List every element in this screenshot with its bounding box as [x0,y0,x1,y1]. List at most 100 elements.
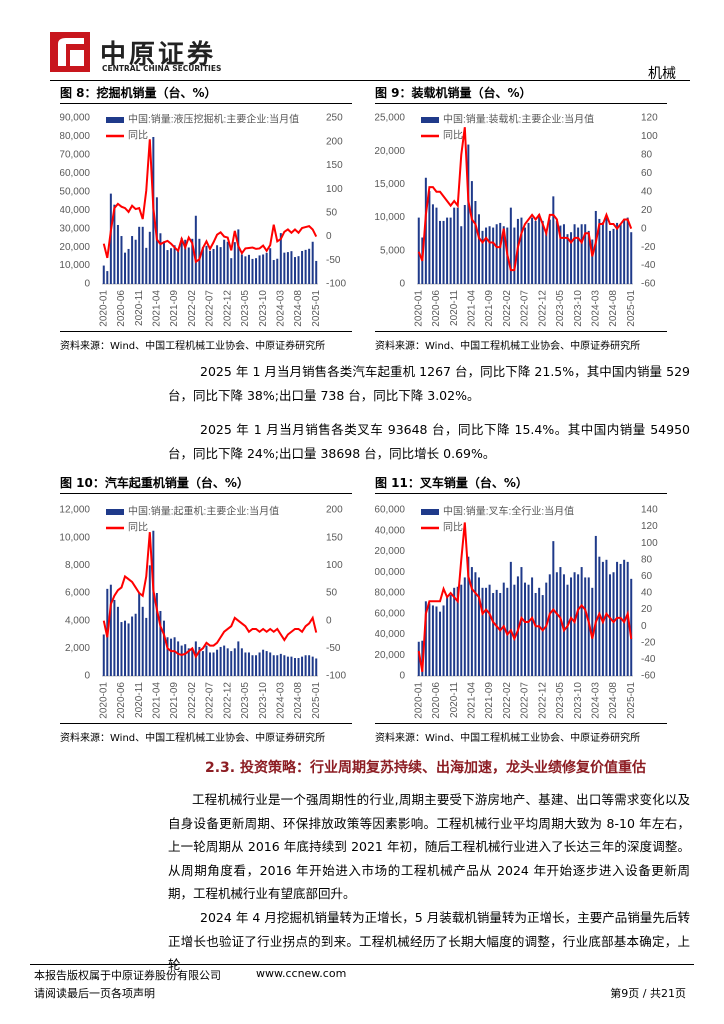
bar [527,222,530,284]
bar [442,605,445,676]
y-tick-label: 5,000 [380,245,405,256]
y2-tick-label: 200 [326,136,343,147]
y2-tick-label: -20 [641,242,656,253]
y-tick-label: 20,000 [375,146,405,157]
bar [601,222,604,284]
x-tick-label: 2022-12 [222,682,233,719]
x-tick-label: 2025-01 [311,290,322,327]
bar [492,593,495,676]
y2-tick-label: -50 [326,255,341,266]
bar [509,207,512,284]
bar [626,217,629,284]
y-tick-label: 80,000 [375,588,405,599]
bar [216,649,219,676]
company-name: 中原证券 [100,40,217,70]
x-tick-label: 2020-06 [431,290,442,327]
x-tick-label: 2023-10 [258,290,269,327]
paragraph: 2025 年 1 月当月销售各类叉车 93648 台，同比下降 15.4%。其中… [168,422,690,461]
y2-tick-label: 150 [326,160,343,171]
website: www.ccnew.com [256,967,347,980]
bar [301,250,304,284]
bar [184,644,187,676]
bar [477,214,480,284]
bar [201,247,204,284]
bar [612,228,615,284]
bar [534,220,537,284]
bar [223,239,226,284]
bar [159,233,162,284]
bar [276,258,279,284]
bar [138,593,141,676]
bar [155,593,158,676]
y2-tick-label: -60 [641,279,656,290]
y2-tick-label: -100 [326,671,346,682]
bar [435,207,438,284]
bar [173,245,176,284]
bar [198,646,201,676]
bar [499,593,502,676]
bar [247,652,250,676]
bar [538,587,541,676]
bar [608,230,611,284]
x-tick-label: 2020-06 [116,290,127,327]
source: 资料来源：Wind、中国工程机械工业协会、中原证券研究所 [60,723,352,744]
y2-tick-label: 120 [641,113,658,124]
bar [226,241,229,284]
y2-tick-label: 60 [641,571,653,582]
bar [456,586,459,676]
bar [198,238,201,284]
bar [527,584,530,676]
bar [584,577,587,676]
x-tick-label: 2021-09 [484,290,495,327]
bar [495,589,498,676]
bar [601,561,604,676]
bar [424,177,427,284]
bar [619,224,622,284]
bar [255,258,258,284]
bar [272,260,275,284]
bar [446,217,449,284]
bar [605,559,608,676]
bar [463,204,466,284]
bar [545,229,548,284]
bar [265,252,268,284]
bar [290,656,293,676]
bar [269,248,272,284]
bar [131,236,134,284]
y2-tick-label: 200 [326,505,343,516]
legend-label: 同比 [128,522,148,534]
x-tick-label: 2020-01 [413,682,424,719]
y2-tick-label: 50 [326,207,338,218]
bar [545,582,548,676]
bar [488,584,491,676]
y-tick-label: 100,000 [375,567,405,578]
paragraph: 2025 年 1 月当月销售各类汽车起重机 1267 台，同比下降 21.5%，… [168,364,690,403]
bar [308,248,311,284]
line [417,127,633,272]
bar [315,260,318,284]
y2-tick-label: 100 [641,538,658,549]
x-tick-label: 2022-12 [537,290,548,327]
bar [449,595,452,676]
y2-tick-label: 140 [641,505,658,516]
line [102,532,318,659]
bar [431,605,434,676]
bar [566,584,569,676]
bar [502,582,505,676]
y-tick-label: 8,000 [65,560,90,571]
bar [608,574,611,676]
bar [442,220,445,284]
y2-tick-label: 100 [641,131,658,142]
bar [233,242,236,284]
y2-tick-label: 40 [641,186,653,197]
bar [315,658,318,676]
y2-tick-label: 40 [641,588,653,599]
x-tick-label: 2023-05 [240,290,251,327]
bar [534,593,537,676]
x-tick-label: 2025-01 [626,682,637,719]
x-tick-label: 2020-11 [134,290,145,326]
bar [495,224,498,284]
bar [272,655,275,676]
bar [555,220,558,284]
bar [184,239,187,284]
